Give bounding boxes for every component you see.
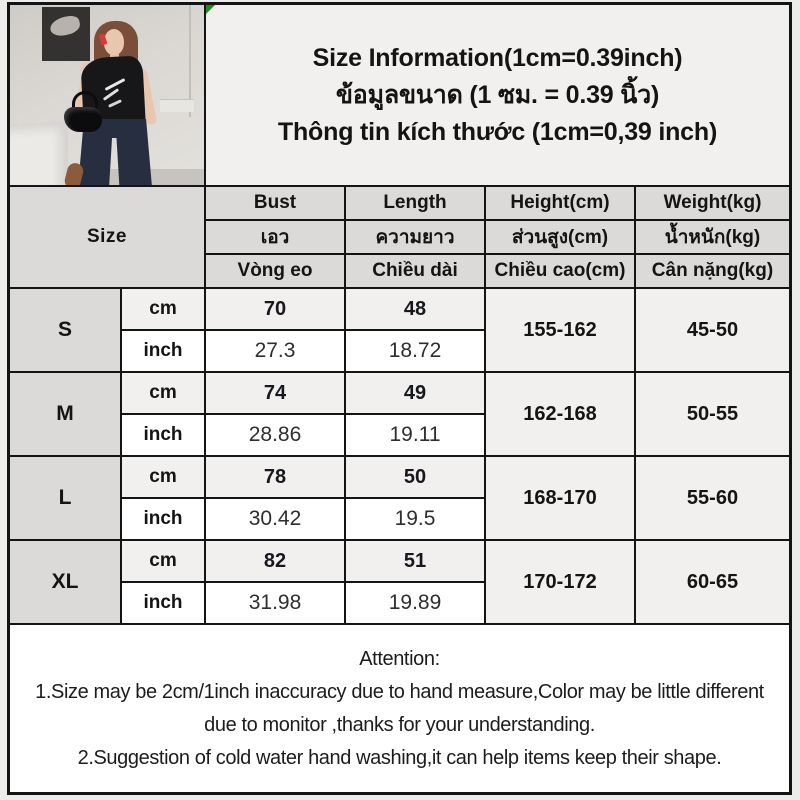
title-cell: Size Information(1cm=0.39inch) ข้อมูลขนา…: [204, 3, 791, 187]
row-xl-bust-inch: 31.98: [204, 581, 346, 625]
photo-wall-corner: [189, 6, 191, 117]
row-s-size: S: [8, 287, 122, 373]
attention-section: Attention: 1.Size may be 2cm/1inch inacc…: [8, 623, 791, 794]
row-s-weight: 45-50: [634, 287, 791, 373]
size-column-header: Size: [8, 185, 206, 289]
row-l-length-inch: 19.5: [344, 497, 486, 541]
row-l-length-cm: 50: [344, 455, 486, 499]
row-s-unit-inch: inch: [120, 329, 206, 373]
white-bench: [11, 121, 68, 184]
header-weight-vi: Cân nặng(kg): [634, 253, 791, 289]
header-bust-th: เอว: [204, 219, 346, 255]
row-l-weight: 55-60: [634, 455, 791, 541]
row-l-bust-inch: 30.42: [204, 497, 346, 541]
attention-note-2: 2.Suggestion of cold water hand washing,…: [77, 746, 722, 769]
row-m-length-cm: 49: [344, 371, 486, 415]
header-height-th: ส่วนสูง(cm): [484, 219, 636, 255]
header-bust-vi: Vòng eo: [204, 253, 346, 289]
row-l-unit-inch: inch: [120, 497, 206, 541]
row-s-length-inch: 18.72: [344, 329, 486, 373]
row-l-height: 168-170: [484, 455, 636, 541]
row-m-length-inch: 19.11: [344, 413, 486, 457]
attention-note-1a: 1.Size may be 2cm/1inch inaccuracy due t…: [35, 680, 764, 703]
header-length-vi: Chiều dài: [344, 253, 486, 289]
attention-heading: Attention:: [359, 647, 440, 670]
row-m-weight: 50-55: [634, 371, 791, 457]
row-l-bust-cm: 78: [204, 455, 346, 499]
header-length-en: Length: [344, 185, 486, 221]
row-l-size: L: [8, 455, 122, 541]
row-m-unit-inch: inch: [120, 413, 206, 457]
header-weight-th: น้ำหนัก(kg): [634, 219, 791, 255]
attention-note-1b: due to monitor ,thanks for your understa…: [204, 713, 595, 736]
header-height-en: Height(cm): [484, 185, 636, 221]
row-xl-size: XL: [8, 539, 122, 625]
title-vi: Thông tin kích thước (1cm=0,39 inch): [277, 117, 718, 146]
header-weight-en: Weight(kg): [634, 185, 791, 221]
row-l-unit-cm: cm: [120, 455, 206, 499]
size-chart-sheet: Size Information(1cm=0.39inch) ข้อมูลขนา…: [7, 2, 792, 795]
row-m-unit-cm: cm: [120, 371, 206, 415]
header-bust-en: Bust: [204, 185, 346, 221]
black-handbag: [64, 107, 102, 132]
handbag-strap: [72, 91, 98, 111]
title-en: Size Information(1cm=0.39inch): [312, 43, 683, 72]
row-m-size: M: [8, 371, 122, 457]
row-s-length-cm: 48: [344, 287, 486, 331]
row-xl-weight: 60-65: [634, 539, 791, 625]
product-photo-cell: [8, 3, 206, 187]
row-m-bust-inch: 28.86: [204, 413, 346, 457]
header-height-vi: Chiều cao(cm): [484, 253, 636, 289]
model-face: [104, 29, 124, 55]
row-s-bust-cm: 70: [204, 287, 346, 331]
row-m-height: 162-168: [484, 371, 636, 457]
row-s-bust-inch: 27.3: [204, 329, 346, 373]
row-s-height: 155-162: [484, 287, 636, 373]
row-xl-bust-cm: 82: [204, 539, 346, 583]
row-xl-length-cm: 51: [344, 539, 486, 583]
row-s-unit-cm: cm: [120, 287, 206, 331]
model-photo: [11, 6, 203, 184]
row-xl-height: 170-172: [484, 539, 636, 625]
size-table: Size Information(1cm=0.39inch) ข้อมูลขนา…: [8, 3, 791, 794]
wall-ledge: [160, 99, 194, 112]
title-th: ข้อมูลขนาด (1 ซม. = 0.39 นิ้ว): [335, 80, 660, 109]
row-m-bust-cm: 74: [204, 371, 346, 415]
green-corner-marker-icon: [207, 6, 215, 14]
row-xl-unit-inch: inch: [120, 581, 206, 625]
header-length-th: ความยาว: [344, 219, 486, 255]
row-xl-unit-cm: cm: [120, 539, 206, 583]
row-xl-length-inch: 19.89: [344, 581, 486, 625]
